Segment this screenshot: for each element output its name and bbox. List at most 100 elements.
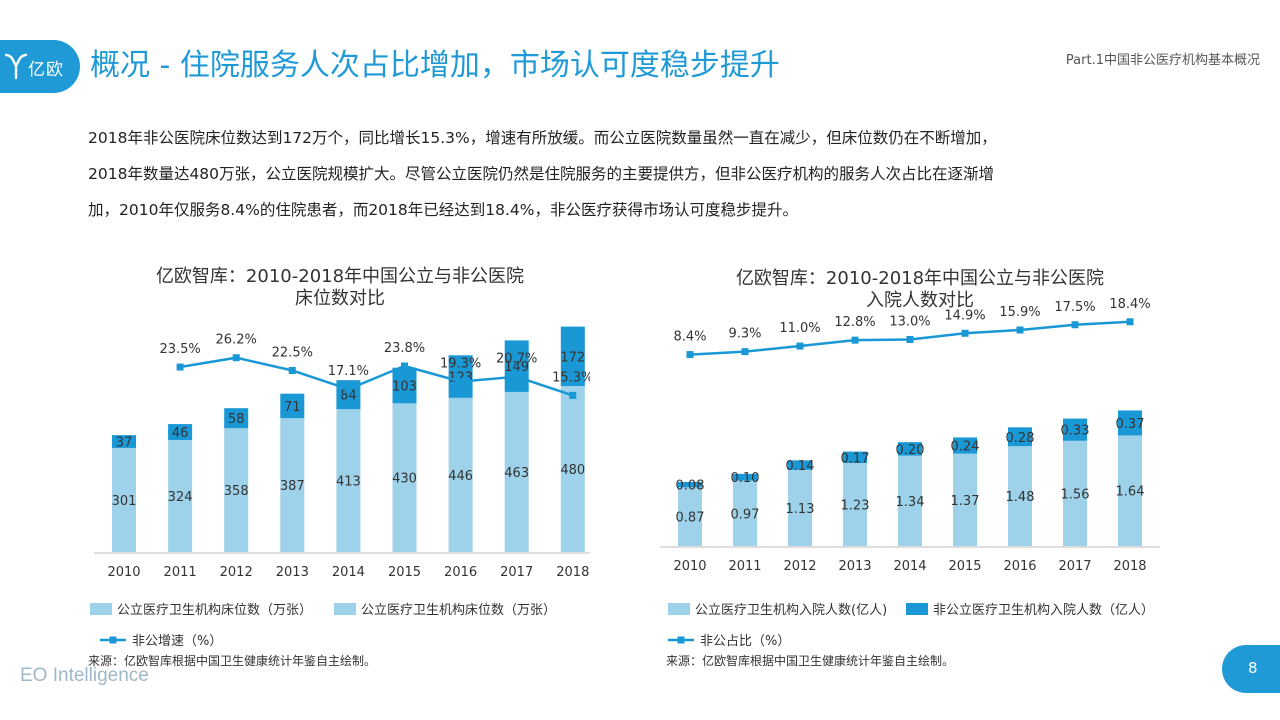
x-tick-2018: 2018: [1113, 559, 1146, 574]
value-label-public-2012: 358: [224, 484, 249, 499]
chart-title-line-1: 亿欧智库：2010-2018年中国公立与非公医院: [156, 266, 524, 287]
bar-public-2014: [898, 455, 922, 546]
bar-public-2010: [678, 487, 702, 546]
bar-private-2010: [678, 481, 702, 488]
value-label-private-2016: 0.28: [1006, 431, 1035, 446]
x-tick-2012: 2012: [783, 559, 816, 574]
value-label-private-2014: 0.20: [896, 443, 925, 458]
pct-label-2017: 20.7%: [496, 352, 537, 367]
x-tick-2015: 2015: [388, 565, 421, 580]
value-label-public-2014: 1.34: [896, 495, 925, 510]
bar-public-2011: [168, 439, 193, 552]
pct-marker-2017: [1071, 321, 1079, 329]
pct-marker-2014: [906, 336, 914, 343]
bar-public-2013: [843, 463, 867, 546]
bar-public-2017: [1063, 440, 1087, 546]
bar-private-2015: [953, 437, 977, 454]
bar-public-2016: [448, 397, 473, 552]
bar-public-2018: [1118, 435, 1142, 546]
bar-private-2013: [843, 451, 867, 464]
legend-label-2: 公立医疗卫生机构床位数（万张）: [361, 603, 556, 618]
value-label-public-2010: 301: [112, 494, 137, 509]
bar-private-2015: [392, 367, 417, 404]
pct-marker-2013: [851, 336, 859, 344]
x-tick-2016: 2016: [444, 565, 477, 580]
x-tick-2017: 2017: [500, 565, 533, 580]
bar-private-2012: [224, 408, 249, 429]
x-tick-2015: 2015: [948, 559, 981, 574]
x-tick-2014: 2014: [893, 559, 926, 574]
legend-label-line: 非公占比（%）: [700, 634, 790, 649]
value-label-public-2011: 0.97: [731, 507, 760, 522]
x-tick-2014: 2014: [332, 565, 365, 580]
bar-private-2017: [504, 340, 529, 392]
bar-public-2012: [224, 428, 249, 552]
logo-text: 亿欧: [28, 60, 64, 80]
value-label-public-2018: 480: [560, 463, 585, 478]
x-tick-2013: 2013: [838, 559, 871, 574]
value-label-public-2016: 1.48: [1006, 490, 1035, 505]
bar-private-2010: [112, 435, 136, 448]
pct-marker-2010: [686, 351, 694, 359]
legend-swatch-2: [334, 603, 356, 615]
value-label-public-2011: 324: [168, 490, 193, 505]
bar-public-2014: [336, 409, 361, 552]
pct-label-2015: 23.8%: [384, 341, 425, 356]
logo-badge: 亿欧: [0, 40, 80, 93]
value-label-private-2018: 172: [560, 350, 585, 365]
legend-line-marker: [109, 636, 117, 644]
pct-marker-2017: [513, 373, 521, 381]
x-tick-2018: 2018: [556, 565, 589, 580]
value-label-private-2012: 0.14: [786, 459, 815, 474]
legend-label-line: 非公增速（%）: [132, 634, 222, 649]
pct-marker-2016: [1016, 326, 1024, 334]
legend-label-1: 公立医疗卫生机构入院人数(亿人): [695, 603, 887, 618]
value-label-private-2013: 0.17: [841, 451, 870, 466]
pct-marker-2018: [569, 391, 577, 399]
value-label-private-2017: 0.33: [1061, 424, 1090, 439]
page-number: 8: [1248, 659, 1258, 677]
legend-line-marker: [677, 636, 685, 644]
bar-public-2015: [953, 453, 977, 546]
source-note-right: 来源：亿欧智库根据中国卫生健康统计年鉴自主绘制。: [666, 654, 955, 668]
pct-marker-2014: [344, 385, 352, 393]
bar-public-2013: [280, 418, 305, 552]
value-label-private-2010: 0.08: [676, 479, 705, 494]
pct-label-2014: 13.0%: [889, 315, 930, 330]
value-label-public-2016: 446: [448, 469, 473, 484]
pct-label-2018: 15.3%: [552, 370, 590, 385]
x-tick-2010: 2010: [673, 559, 706, 574]
pct-label-2018: 18.4%: [1109, 297, 1150, 312]
pct-label-2012: 26.2%: [216, 333, 257, 348]
logo-icon: [4, 53, 28, 80]
value-label-private-2017: 149: [504, 360, 529, 375]
pct-marker-2018: [1126, 318, 1134, 326]
body-line-1: 2018年非公医院床位数达到172万个，同比增长15.3%，增速有所放缓。而公立…: [88, 129, 997, 147]
bar-private-2016: [448, 355, 473, 398]
value-label-public-2017: 1.56: [1061, 487, 1090, 502]
value-label-public-2015: 1.37: [951, 494, 980, 509]
pct-label-2013: 12.8%: [834, 315, 875, 330]
value-label-private-2015: 0.24: [951, 440, 980, 455]
pct-label-2016: 19.3%: [440, 357, 481, 372]
bar-public-2011: [733, 480, 757, 546]
pct-label-2015: 14.9%: [944, 308, 985, 323]
legend-label-2: 非公立医疗卫生机构入院人数（亿人）: [933, 603, 1154, 618]
value-label-private-2011: 0.10: [731, 471, 760, 486]
x-tick-2016: 2016: [1003, 559, 1036, 574]
bar-private-2013: [280, 393, 305, 419]
pct-label-2017: 17.5%: [1054, 300, 1095, 315]
legend-swatch-2: [906, 603, 928, 615]
pct-marker-2011: [176, 363, 184, 371]
value-label-private-2010: 37: [116, 436, 133, 451]
section-label: Part.1中国非公医疗机构基本概况: [1065, 53, 1260, 68]
value-label-private-2018: 0.37: [1116, 417, 1145, 432]
value-label-public-2013: 1.23: [841, 499, 870, 514]
pct-label-2011: 23.5%: [159, 342, 200, 357]
body-line-2: 2018年数量达480万张，公立医院规模扩大。尽管公立医院仍然是住院服务的主要提…: [88, 165, 995, 183]
value-label-public-2017: 463: [504, 466, 529, 481]
page-number-badge: 8: [1222, 645, 1280, 693]
legend-label-1: 公立医疗卫生机构床位数（万张）: [117, 603, 312, 618]
